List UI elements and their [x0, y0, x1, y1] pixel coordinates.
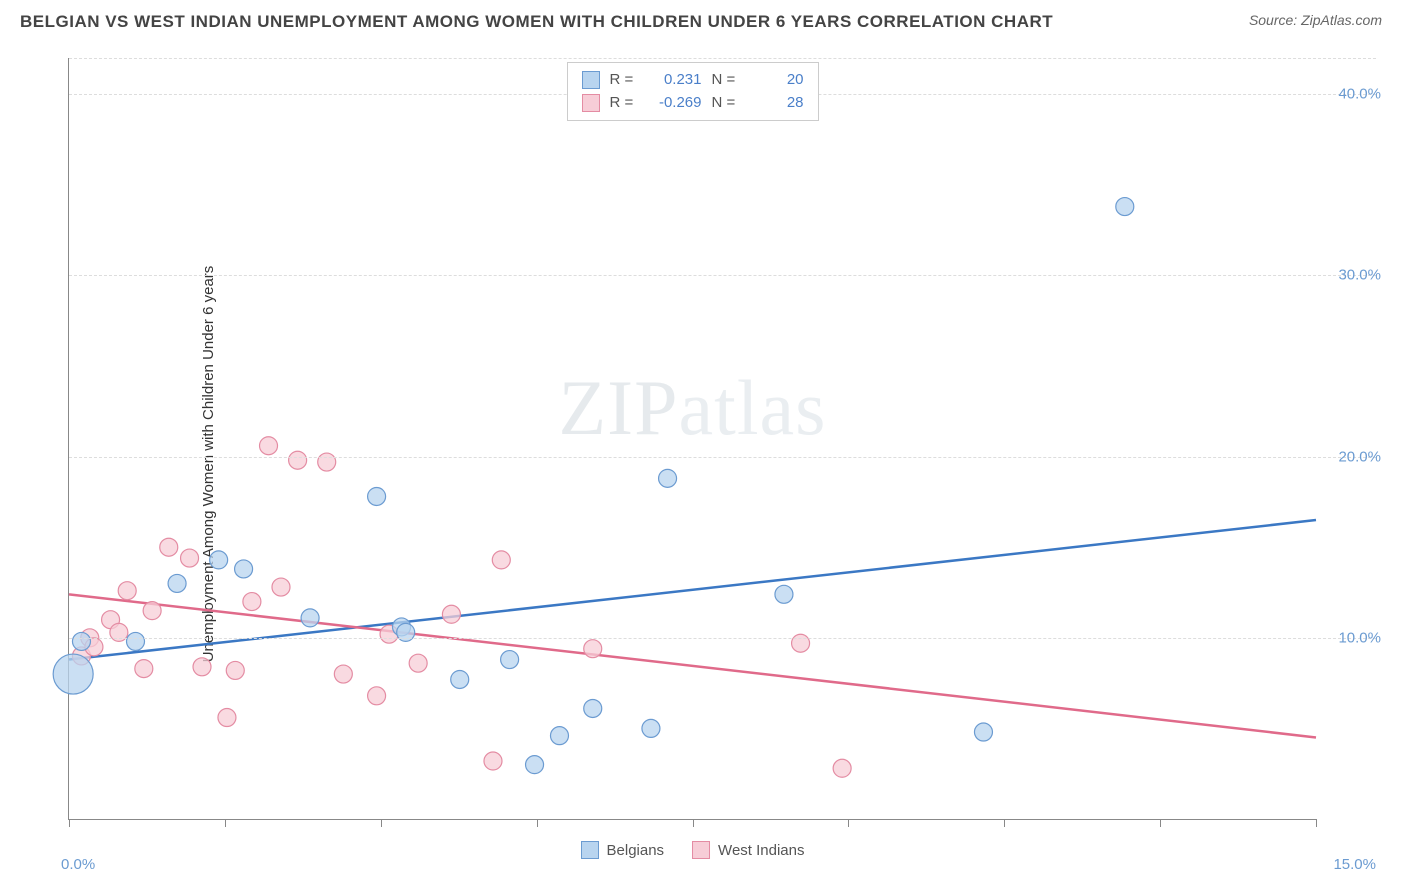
point-wind	[243, 593, 261, 611]
r-value-westindians: -0.269	[650, 92, 702, 115]
y-tick-label: 40.0%	[1338, 86, 1381, 103]
point-belg	[210, 551, 228, 569]
point-belg	[974, 723, 992, 741]
point-belg	[127, 632, 145, 650]
point-belg	[659, 469, 677, 487]
point-wind	[289, 451, 307, 469]
point-belg	[1116, 198, 1134, 216]
n-label: N =	[712, 69, 742, 92]
plot-area: R = 0.231 N = 20 R = -0.269 N = 28 ZIPat…	[68, 58, 1316, 820]
swatch-belgians	[581, 841, 599, 859]
point-belg	[235, 560, 253, 578]
point-belg	[301, 609, 319, 627]
correlation-legend: R = 0.231 N = 20 R = -0.269 N = 28	[567, 62, 819, 121]
point-wind	[334, 665, 352, 683]
point-wind	[160, 538, 178, 556]
point-wind	[492, 551, 510, 569]
x-tick	[848, 819, 849, 827]
point-belg	[775, 585, 793, 603]
gridline	[69, 275, 1376, 276]
point-belg	[53, 654, 93, 694]
y-tick-label: 10.0%	[1338, 629, 1381, 646]
n-label: N =	[712, 92, 742, 115]
gridline	[69, 638, 1376, 639]
legend-label-westindians: West Indians	[718, 842, 804, 859]
x-tick	[1160, 819, 1161, 827]
point-wind	[143, 602, 161, 620]
scatter-points	[69, 58, 1316, 819]
legend-label-belgians: Belgians	[607, 842, 665, 859]
point-wind	[833, 759, 851, 777]
x-tick	[1316, 819, 1317, 827]
legend-row-westindians: R = -0.269 N = 28	[582, 92, 804, 115]
x-tick	[537, 819, 538, 827]
x-tick-label: 0.0%	[61, 856, 95, 873]
point-belg	[168, 574, 186, 592]
point-belg	[501, 651, 519, 669]
chart-title: BELGIAN VS WEST INDIAN UNEMPLOYMENT AMON…	[20, 12, 1053, 32]
point-belg	[368, 487, 386, 505]
header: BELGIAN VS WEST INDIAN UNEMPLOYMENT AMON…	[0, 0, 1406, 40]
chart-container: Unemployment Among Women with Children U…	[20, 48, 1386, 880]
legend-row-belgians: R = 0.231 N = 20	[582, 69, 804, 92]
r-label: R =	[610, 92, 640, 115]
swatch-westindians	[582, 94, 600, 112]
point-wind	[409, 654, 427, 672]
point-wind	[226, 661, 244, 679]
point-wind	[584, 640, 602, 658]
point-wind	[272, 578, 290, 596]
point-wind	[218, 709, 236, 727]
series-legend: Belgians West Indians	[581, 841, 805, 859]
point-wind	[193, 658, 211, 676]
point-belg	[451, 670, 469, 688]
point-belg	[72, 632, 90, 650]
swatch-westindians	[692, 841, 710, 859]
n-value-westindians: 28	[752, 92, 804, 115]
legend-item-westindians: West Indians	[692, 841, 804, 859]
point-wind	[442, 605, 460, 623]
gridline	[69, 457, 1376, 458]
x-tick-label: 15.0%	[1333, 856, 1376, 873]
point-wind	[135, 660, 153, 678]
r-value-belgians: 0.231	[650, 69, 702, 92]
point-wind	[181, 549, 199, 567]
x-tick	[1004, 819, 1005, 827]
gridline	[69, 58, 1376, 59]
point-belg	[642, 719, 660, 737]
x-tick	[69, 819, 70, 827]
y-tick-label: 30.0%	[1338, 267, 1381, 284]
point-wind	[260, 437, 278, 455]
legend-item-belgians: Belgians	[581, 841, 665, 859]
source-label: Source: ZipAtlas.com	[1249, 12, 1382, 28]
y-tick-label: 20.0%	[1338, 448, 1381, 465]
point-wind	[368, 687, 386, 705]
x-tick	[381, 819, 382, 827]
r-label: R =	[610, 69, 640, 92]
n-value-belgians: 20	[752, 69, 804, 92]
point-belg	[584, 699, 602, 717]
point-wind	[118, 582, 136, 600]
point-belg	[526, 756, 544, 774]
swatch-belgians	[582, 71, 600, 89]
x-tick	[225, 819, 226, 827]
point-wind	[484, 752, 502, 770]
x-tick	[693, 819, 694, 827]
point-belg	[550, 727, 568, 745]
